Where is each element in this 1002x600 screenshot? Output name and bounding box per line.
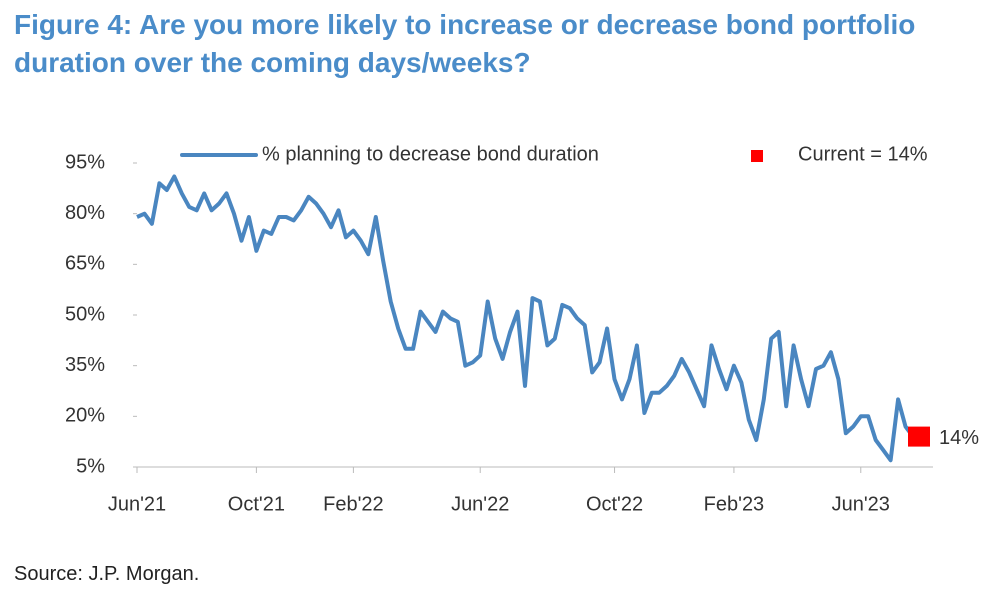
x-tick-label: Jun'23	[832, 493, 890, 515]
legend-marker	[751, 150, 763, 162]
y-tick-label: 80%	[65, 202, 105, 224]
chart-title: Figure 4: Are you more likely to increas…	[14, 9, 916, 78]
x-tick-label: Oct'22	[586, 493, 643, 515]
y-tick-label: 65%	[65, 253, 105, 275]
data-line	[136, 174, 915, 463]
y-tick-label: 35%	[65, 354, 105, 376]
source-note: Source: J.P. Morgan.	[14, 563, 200, 585]
x-tick-label: Feb'22	[323, 493, 384, 515]
x-tick-label: Feb'23	[704, 493, 765, 515]
y-tick-label: 95%	[65, 151, 105, 173]
y-tick-label: 5%	[76, 455, 105, 477]
legend-label: % planning to decrease bond duration	[262, 143, 599, 165]
x-tick-label: Jun'21	[108, 493, 166, 515]
legend-label: Current = 14%	[798, 143, 928, 165]
chart: 95% 80% 65% 50% 35% 20% 5%Jun'21 Oct'21 Feb'22 Ju…	[65, 143, 979, 515]
current-marker	[908, 426, 930, 447]
y-tick-label: 50%	[65, 303, 105, 325]
x-tick-label: Jun'22	[451, 493, 509, 515]
current-label: 14%	[939, 427, 979, 449]
x-tick-label: Oct'21	[228, 493, 285, 515]
y-tick-label: 20%	[65, 405, 105, 427]
